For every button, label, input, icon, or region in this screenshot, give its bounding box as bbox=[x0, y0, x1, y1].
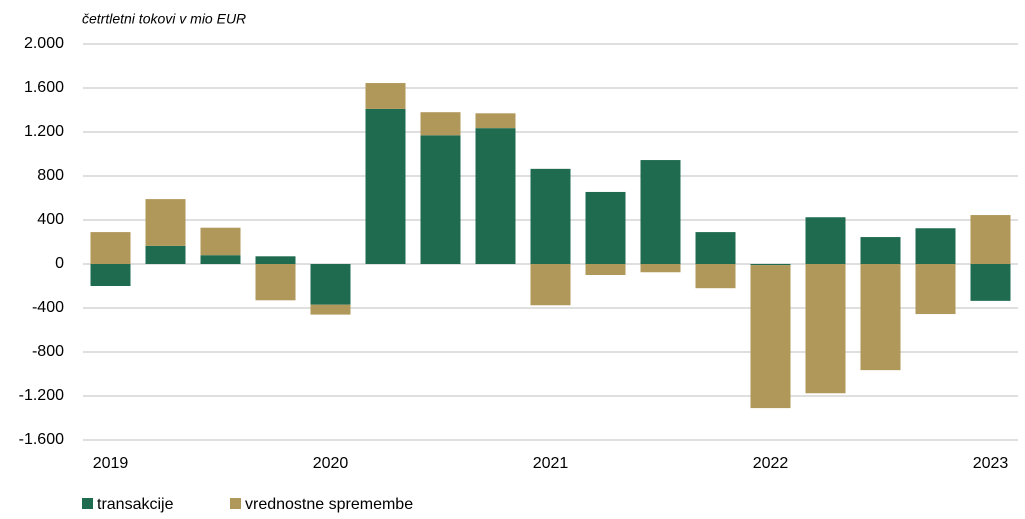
bar bbox=[255, 264, 296, 301]
bar bbox=[860, 264, 901, 371]
bar bbox=[530, 168, 571, 264]
x-tick-label: 2019 bbox=[93, 455, 129, 472]
y-tick-label: 0 bbox=[55, 255, 64, 272]
y-tick-label: 400 bbox=[37, 211, 64, 228]
legend-swatch bbox=[82, 498, 93, 509]
x-tick-label: 2021 bbox=[533, 455, 569, 472]
bar bbox=[585, 264, 626, 275]
bar bbox=[530, 264, 571, 306]
bar bbox=[475, 113, 516, 129]
bar bbox=[200, 255, 241, 264]
x-tick-label: 2023 bbox=[973, 455, 1009, 472]
chart-subtitle: četrtletni tokovi v mio EUR bbox=[82, 11, 246, 27]
bar bbox=[695, 232, 736, 264]
bar bbox=[365, 108, 406, 265]
y-tick-label: 2.000 bbox=[24, 35, 64, 52]
bar bbox=[145, 245, 186, 264]
legend-label: transakcije bbox=[97, 496, 174, 513]
bar bbox=[200, 227, 241, 256]
y-tick-label: 1.200 bbox=[24, 123, 64, 140]
bar bbox=[750, 265, 791, 409]
bar bbox=[90, 264, 131, 286]
bar bbox=[750, 264, 791, 266]
x-tick-label: 2022 bbox=[753, 455, 789, 472]
bar bbox=[915, 228, 956, 264]
bar bbox=[970, 215, 1011, 264]
bar bbox=[805, 217, 846, 264]
bar bbox=[420, 135, 461, 264]
bar bbox=[475, 128, 516, 264]
y-tick-label: -1.600 bbox=[19, 431, 64, 448]
legend-label: vrednostne spremembe bbox=[245, 496, 413, 513]
bar bbox=[805, 264, 846, 394]
bar bbox=[695, 264, 736, 289]
bar bbox=[970, 264, 1011, 301]
bar bbox=[90, 232, 131, 264]
y-tick-label: 800 bbox=[37, 167, 64, 184]
bar bbox=[585, 191, 626, 264]
bar bbox=[420, 112, 461, 136]
bar bbox=[640, 264, 681, 273]
legend-swatch bbox=[230, 498, 241, 509]
bar bbox=[365, 83, 406, 109]
x-tick-label: 2020 bbox=[313, 455, 349, 472]
y-tick-label: -400 bbox=[32, 299, 64, 316]
bar bbox=[310, 304, 351, 315]
bar bbox=[310, 264, 351, 305]
bar bbox=[145, 199, 186, 246]
y-tick-label: -1.200 bbox=[19, 387, 64, 404]
y-tick-label: -800 bbox=[32, 343, 64, 360]
bar bbox=[860, 237, 901, 264]
bar bbox=[640, 160, 681, 264]
bar bbox=[255, 256, 296, 264]
y-tick-label: 1.600 bbox=[24, 79, 64, 96]
bar bbox=[915, 264, 956, 315]
